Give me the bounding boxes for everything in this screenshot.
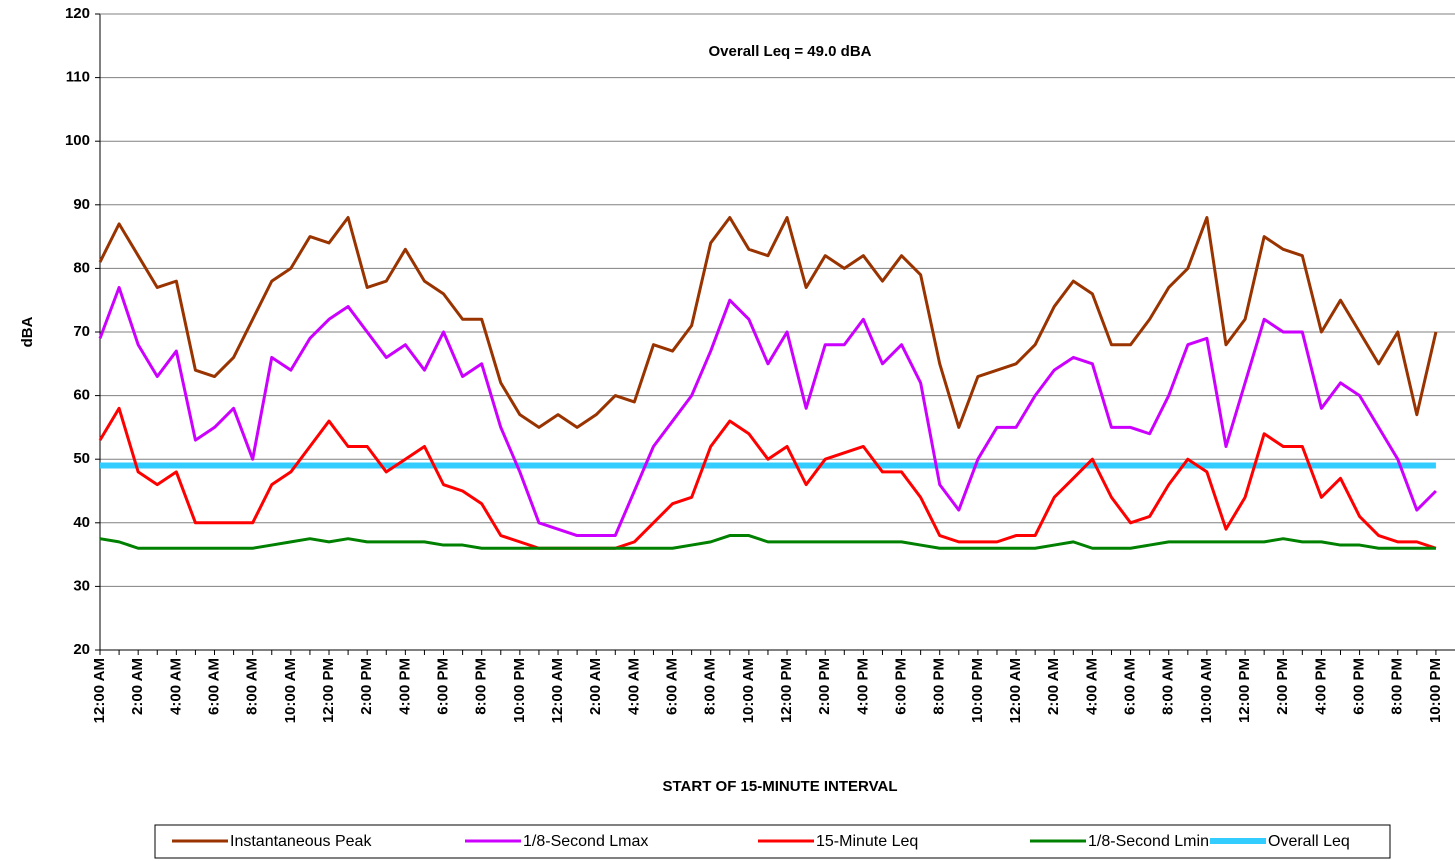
y-tick-label: 40 <box>73 514 90 531</box>
x-tick-label: 6:00 AM <box>1122 658 1139 715</box>
y-tick-label: 110 <box>66 69 90 86</box>
y-tick-label: 70 <box>73 323 90 340</box>
x-tick-label: 10:00 PM <box>511 658 528 723</box>
x-tick-label: 4:00 PM <box>396 658 413 715</box>
y-tick-label: 100 <box>65 132 90 149</box>
x-tick-label: 8:00 PM <box>931 658 948 715</box>
series-line <box>98 216 1438 429</box>
x-tick-label: 10:00 AM <box>282 658 299 723</box>
x-tick-label: 4:00 AM <box>1083 658 1100 715</box>
x-tick-label: 8:00 PM <box>473 658 490 715</box>
legend-label: Instantaneous Peak <box>230 833 372 850</box>
x-tick-label: 10:00 AM <box>1198 658 1215 723</box>
x-tick-label: 12:00 PM <box>778 658 795 723</box>
x-tick-label: 8:00 AM <box>702 658 719 715</box>
x-tick-label: 6:00 PM <box>1351 658 1368 715</box>
x-tick-label: 12:00 PM <box>320 658 337 723</box>
legend-label: 1/8-Second Lmax <box>523 833 648 850</box>
y-tick-label: 120 <box>65 5 90 22</box>
x-tick-label: 2:00 AM <box>129 658 146 715</box>
x-tick-label: 4:00 AM <box>625 658 642 715</box>
annotation: Overall Leq = 49.0 dBA <box>709 43 872 60</box>
x-tick-label: 2:00 PM <box>1274 658 1291 715</box>
x-tick-label: 10:00 PM <box>969 658 986 723</box>
legend-label: Overall Leq <box>1268 833 1350 850</box>
x-tick-label: 8:00 PM <box>1389 658 1406 715</box>
y-tick-label: 20 <box>73 641 90 658</box>
series-line <box>99 534 1436 550</box>
legend-label: 1/8-Second Lmin <box>1088 833 1209 850</box>
x-tick-label: 6:00 AM <box>664 658 681 715</box>
x-tick-label: 6:00 AM <box>205 658 222 715</box>
y-axis-title: dBA <box>19 316 36 347</box>
x-tick-label: 2:00 AM <box>1045 658 1062 715</box>
y-tick-label: 80 <box>73 259 90 276</box>
x-tick-label: 2:00 PM <box>358 658 375 715</box>
series-line <box>98 406 1437 550</box>
series-line <box>98 285 1437 538</box>
x-tick-label: 2:00 AM <box>587 658 604 715</box>
x-tick-label: 4:00 PM <box>854 658 871 715</box>
y-tick-label: 50 <box>73 450 90 467</box>
x-tick-label: 4:00 AM <box>167 658 184 715</box>
x-tick-label: 8:00 AM <box>1160 658 1177 715</box>
x-tick-label: 6:00 PM <box>893 658 910 715</box>
x-axis-title: START OF 15-MINUTE INTERVAL <box>662 778 897 795</box>
legend-label: 15-Minute Leq <box>816 833 918 850</box>
x-tick-label: 12:00 AM <box>91 658 108 723</box>
x-tick-label: 10:00 PM <box>1427 658 1444 723</box>
x-tick-label: 12:00 AM <box>549 658 566 723</box>
x-tick-label: 2:00 PM <box>816 658 833 715</box>
x-tick-label: 12:00 AM <box>1007 658 1024 723</box>
y-tick-label: 60 <box>73 387 90 404</box>
x-tick-label: 6:00 PM <box>434 658 451 715</box>
x-tick-label: 10:00 AM <box>740 658 757 723</box>
x-tick-label: 12:00 PM <box>1236 658 1253 723</box>
x-tick-label: 8:00 AM <box>244 658 261 715</box>
y-tick-label: 30 <box>73 577 90 594</box>
y-tick-label: 90 <box>73 196 90 213</box>
x-tick-label: 4:00 PM <box>1312 658 1329 715</box>
